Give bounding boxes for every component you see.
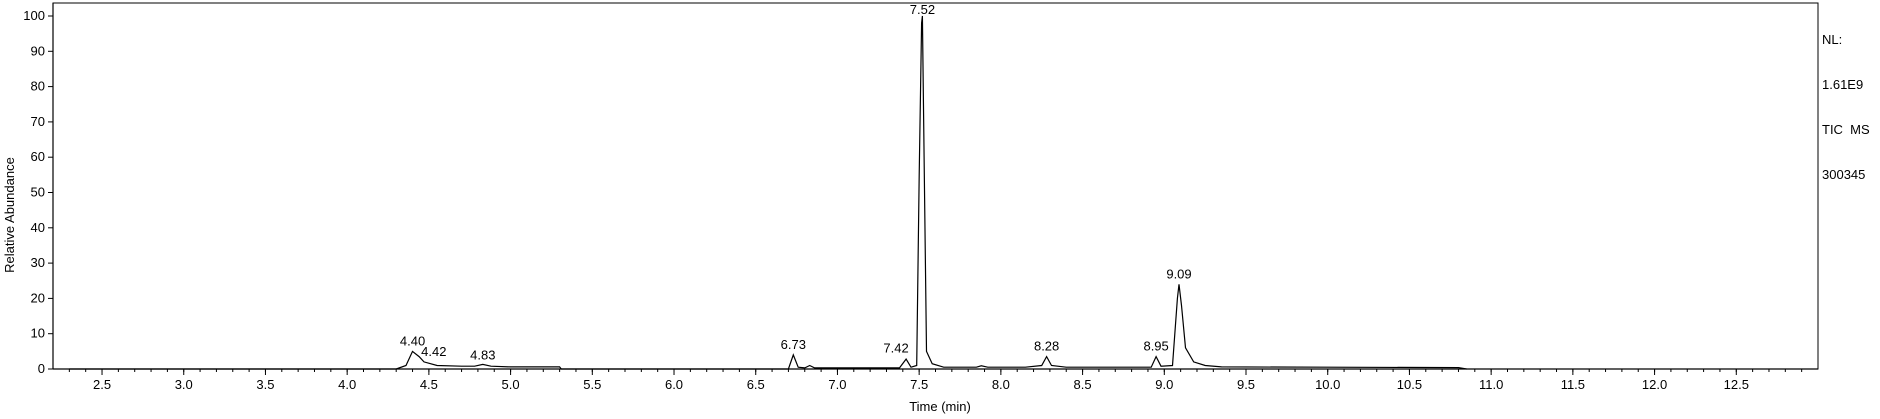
axes bbox=[52, 2, 1819, 370]
y-tick-label: 40 bbox=[31, 220, 45, 235]
x-axis-title: Time (min) bbox=[909, 399, 971, 414]
peak-label: 7.42 bbox=[883, 340, 908, 355]
peak-label: 7.52 bbox=[910, 2, 935, 17]
x-tick-label: 4.0 bbox=[338, 377, 356, 392]
peak-label: 8.28 bbox=[1034, 339, 1059, 354]
nl-value: 1.61E9 bbox=[1822, 77, 1864, 92]
y-tick-label: 50 bbox=[31, 185, 45, 200]
nl-label: NL: bbox=[1822, 32, 1843, 47]
peak-label: 4.83 bbox=[470, 347, 495, 362]
x-tick-label: 5.0 bbox=[502, 377, 520, 392]
x-tick-label: 3.5 bbox=[256, 377, 274, 392]
sample-id: 300345 bbox=[1822, 167, 1866, 182]
y-tick-label: 30 bbox=[31, 255, 45, 270]
scan-type: TIC MS bbox=[1822, 122, 1870, 137]
tic-trace bbox=[69, 15, 1467, 370]
x-tick-label: 9.5 bbox=[1237, 377, 1255, 392]
tick-group: 0 10 20 30 40 50 60 70 80 90 100 2.5 3.0 3.5 4.0 4.5 5.0… bbox=[23, 8, 1803, 392]
x-tick-label: 10.5 bbox=[1397, 377, 1422, 392]
x-tick-label: 6.0 bbox=[665, 377, 683, 392]
y-tick-label: 20 bbox=[31, 290, 45, 305]
x-tick-label: 12.0 bbox=[1642, 377, 1667, 392]
y-tick-label: 90 bbox=[31, 43, 45, 58]
y-tick-label: 70 bbox=[31, 114, 45, 129]
peak-label: 9.09 bbox=[1166, 266, 1191, 281]
peak-label: 4.42 bbox=[421, 344, 446, 359]
peak-label: 6.73 bbox=[781, 337, 806, 352]
y-axis-title: Relative Abundance bbox=[2, 157, 17, 273]
x-tick-label: 7.5 bbox=[910, 377, 928, 392]
x-tick-label: 11.0 bbox=[1479, 377, 1503, 392]
peak-label: 4.40 bbox=[400, 333, 425, 348]
x-tick-label: 2.5 bbox=[93, 377, 111, 392]
peak-label-group: 4.404.42 4.83 6.73 7.42 7.52 8.28 8.95 9.09 bbox=[400, 2, 1192, 362]
x-tick-label: 9.0 bbox=[1155, 377, 1173, 392]
y-tick-label: 60 bbox=[31, 149, 45, 164]
x-tick-label: 11.5 bbox=[1561, 377, 1585, 392]
y-tick-label: 80 bbox=[31, 79, 45, 94]
y-tick-label: 100 bbox=[23, 8, 45, 23]
y-tick-label: 10 bbox=[31, 326, 45, 341]
plot-frame bbox=[52, 2, 1819, 370]
x-tick-label: 5.5 bbox=[583, 377, 601, 392]
y-tick-label: 0 bbox=[38, 361, 45, 376]
peak-label: 8.95 bbox=[1143, 339, 1168, 354]
x-tick-label: 8.5 bbox=[1074, 377, 1092, 392]
x-tick-label: 8.0 bbox=[992, 377, 1010, 392]
x-tick-label: 10.0 bbox=[1315, 377, 1340, 392]
info-panel: NL: 1.61E9 TIC MS 300345 bbox=[1822, 2, 1870, 197]
x-tick-label: 7.0 bbox=[828, 377, 846, 392]
x-tick-label: 6.5 bbox=[747, 377, 765, 392]
x-tick-label: 12.5 bbox=[1724, 377, 1749, 392]
x-tick-label: 3.0 bbox=[175, 377, 193, 392]
x-tick-label: 4.5 bbox=[420, 377, 438, 392]
